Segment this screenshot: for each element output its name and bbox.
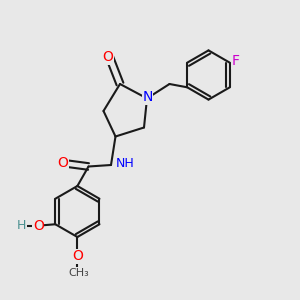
Text: NH: NH bbox=[116, 157, 134, 170]
Text: H: H bbox=[17, 219, 26, 232]
Text: CH₃: CH₃ bbox=[68, 268, 89, 278]
Text: O: O bbox=[58, 156, 68, 170]
Text: F: F bbox=[232, 54, 240, 68]
Text: N: N bbox=[142, 90, 153, 104]
Text: O: O bbox=[33, 219, 44, 233]
Text: O: O bbox=[73, 250, 83, 263]
Text: O: O bbox=[103, 50, 113, 64]
